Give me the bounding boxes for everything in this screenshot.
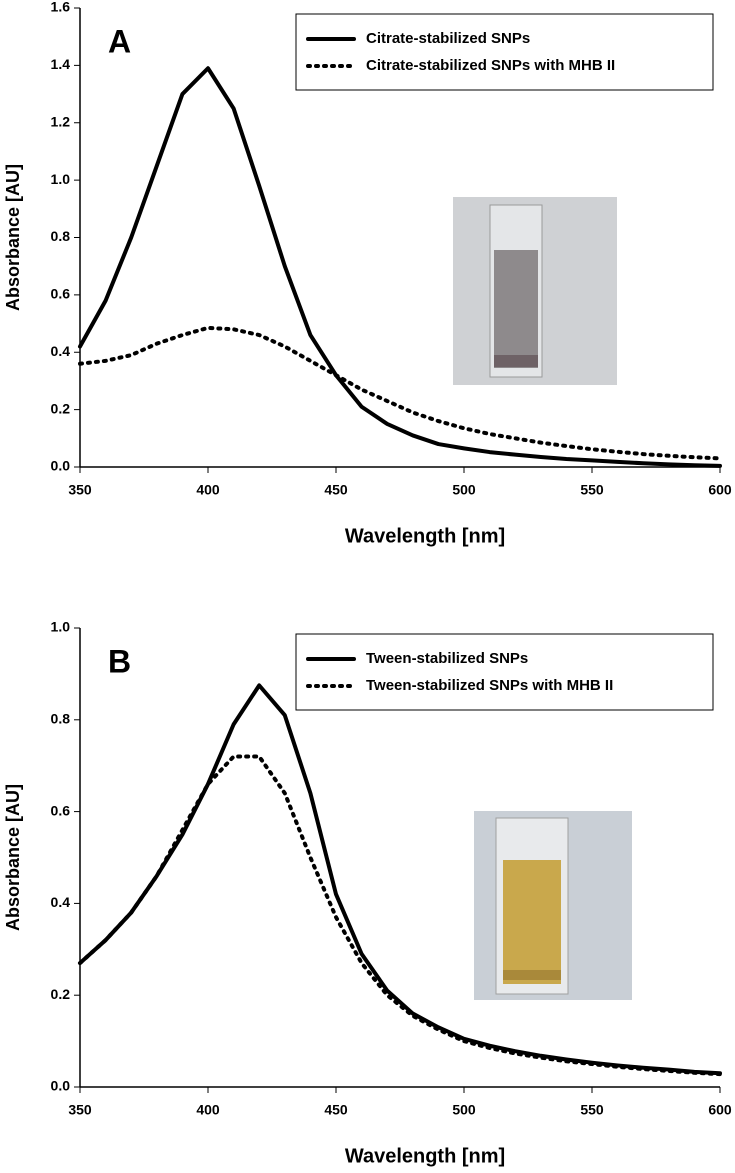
x-tick-label: 550	[580, 1102, 604, 1118]
x-tick-label: 400	[196, 482, 220, 498]
y-tick-label: 1.2	[51, 113, 71, 129]
inset-photo-b	[474, 811, 632, 1000]
y-tick-label: 0.8	[51, 228, 71, 244]
data-line	[78, 754, 722, 1077]
inset-photo-a	[453, 197, 617, 385]
y-tick-label: 1.0	[51, 619, 71, 635]
x-tick-label: 550	[580, 482, 604, 498]
y-tick-label: 1.6	[51, 0, 71, 15]
x-axis-label: Wavelength [nm]	[345, 525, 505, 547]
x-tick-label: 350	[68, 1102, 92, 1118]
data-line	[78, 66, 722, 468]
y-tick-label: 0.6	[51, 802, 71, 818]
legend-label: Tween-stabilized SNPs	[366, 650, 528, 667]
x-tick-label: 400	[196, 1102, 220, 1118]
x-tick-label: 450	[324, 482, 348, 498]
y-tick-label: 0.0	[51, 1078, 71, 1094]
y-axis-label: Absorbance [AU]	[3, 164, 23, 311]
x-axis-label: Wavelength [nm]	[345, 1145, 505, 1167]
y-tick-label: 0.2	[51, 986, 71, 1002]
panel-label: A	[108, 23, 131, 59]
panel-label: B	[108, 643, 131, 679]
x-tick-label: 600	[708, 482, 732, 498]
legend-box	[295, 13, 714, 91]
y-tick-label: 1.0	[51, 171, 71, 187]
y-tick-label: 0.4	[51, 343, 71, 359]
x-tick-label: 350	[68, 482, 92, 498]
legend-label: Citrate-stabilized SNPs with MHB II	[366, 57, 615, 74]
legend-box	[295, 633, 714, 711]
y-tick-label: 0.0	[51, 458, 71, 474]
y-axis-label: Absorbance [AU]	[3, 784, 23, 931]
legend-label: Citrate-stabilized SNPs	[366, 30, 530, 47]
legend-label: Tween-stabilized SNPs with MHB II	[366, 677, 613, 694]
x-tick-label: 600	[708, 1102, 732, 1118]
y-tick-label: 1.4	[51, 56, 71, 72]
y-tick-label: 0.2	[51, 400, 71, 416]
y-tick-label: 0.4	[51, 894, 71, 910]
x-tick-label: 500	[452, 1102, 476, 1118]
y-tick-label: 0.8	[51, 711, 71, 727]
x-tick-label: 500	[452, 482, 476, 498]
x-tick-label: 450	[324, 1102, 348, 1118]
data-line	[78, 325, 722, 461]
y-tick-label: 0.6	[51, 286, 71, 302]
